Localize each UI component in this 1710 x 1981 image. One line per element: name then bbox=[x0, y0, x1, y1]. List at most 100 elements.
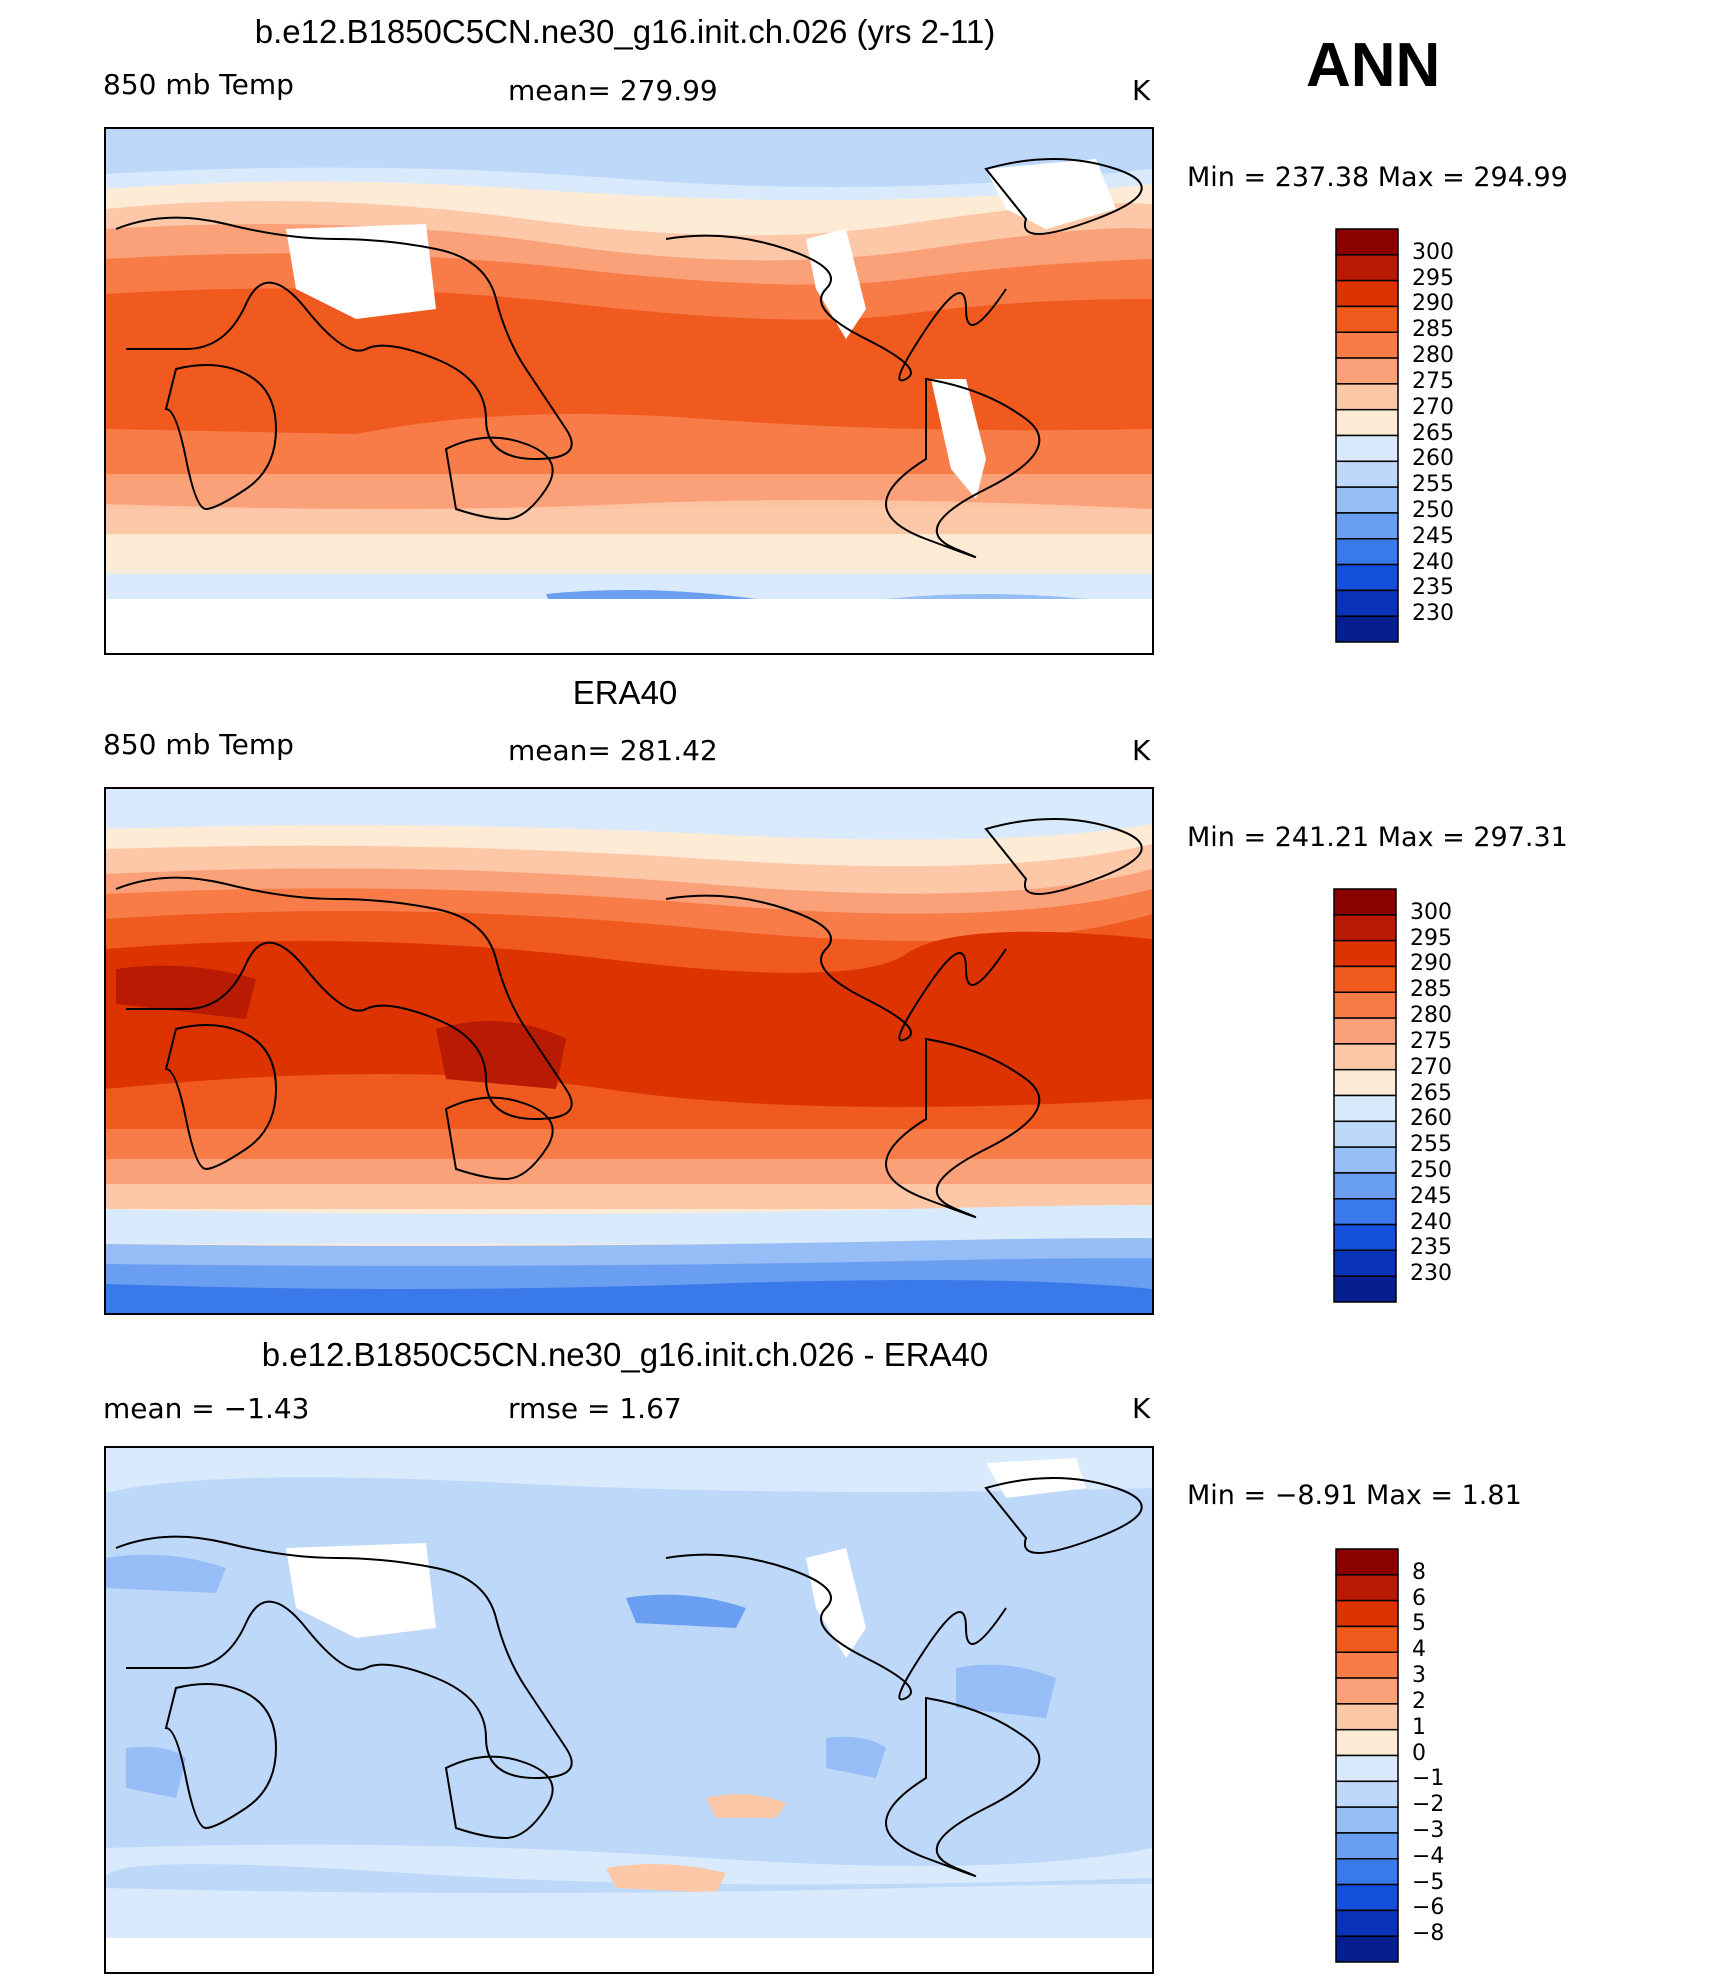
season-label: ANN bbox=[1306, 31, 1441, 100]
colorbar-segment bbox=[1335, 434, 1399, 463]
colorbar-segment bbox=[1333, 1094, 1397, 1123]
colorbar-segment bbox=[1335, 1599, 1399, 1628]
panel-3-colorbar bbox=[1335, 1548, 1399, 1968]
colorbar-tick-label: 235 bbox=[1410, 1235, 1452, 1261]
colorbar-segment bbox=[1333, 888, 1397, 916]
colorbar-segment bbox=[1335, 279, 1399, 308]
colorbar-tick-label: 4 bbox=[1412, 1637, 1426, 1663]
colorbar-tick-label: 265 bbox=[1410, 1080, 1452, 1106]
panel-3-map-svg bbox=[106, 1448, 1152, 1972]
panel-3-minmax: Min = −8.91 Max = 1.81 bbox=[1187, 1480, 1522, 1511]
colorbar-segment bbox=[1335, 1832, 1399, 1860]
colorbar-segment bbox=[1335, 563, 1399, 592]
colorbar-segment bbox=[1335, 1703, 1399, 1731]
colorbar-tick-label: 285 bbox=[1410, 977, 1452, 1003]
colorbar-segment bbox=[1335, 1574, 1399, 1602]
colorbar-tick-label: −2 bbox=[1412, 1792, 1445, 1818]
colorbar-tick-label: 300 bbox=[1410, 899, 1452, 925]
colorbar-segment bbox=[1335, 1625, 1399, 1653]
colorbar-tick-label: 260 bbox=[1412, 446, 1454, 472]
colorbar-segment bbox=[1333, 991, 1397, 1019]
colorbar-tick-label: 230 bbox=[1410, 1261, 1452, 1287]
panel-3-rmse-label: rmse = 1.67 bbox=[508, 1392, 682, 1425]
colorbar-segment bbox=[1335, 254, 1399, 282]
colorbar-segment bbox=[1333, 939, 1397, 968]
colorbar-segment bbox=[1333, 1275, 1397, 1303]
panel-2-colorbar-svg bbox=[1333, 888, 1397, 1303]
colorbar-segment bbox=[1335, 460, 1399, 488]
colorbar-segment bbox=[1335, 615, 1399, 643]
colorbar-segment bbox=[1333, 1249, 1397, 1277]
colorbar-segment bbox=[1333, 965, 1397, 993]
colorbar-tick-label: 8 bbox=[1412, 1559, 1426, 1585]
colorbar-tick-label: 270 bbox=[1410, 1054, 1452, 1080]
colorbar-tick-label: 300 bbox=[1412, 239, 1454, 265]
panel-3-colorbar-svg bbox=[1335, 1548, 1399, 1963]
colorbar-segment bbox=[1335, 1909, 1399, 1937]
panel-2-left-label: 850 mb Temp bbox=[103, 728, 294, 761]
colorbar-segment bbox=[1333, 1043, 1397, 1071]
colorbar-tick-label: 235 bbox=[1412, 575, 1454, 601]
colorbar-tick-label: −6 bbox=[1412, 1895, 1445, 1921]
colorbar-segment bbox=[1335, 1883, 1399, 1912]
panel-1-mean-label: mean= 279.99 bbox=[508, 74, 718, 107]
colorbar-tick-label: −4 bbox=[1412, 1843, 1445, 1869]
colorbar-segment bbox=[1335, 383, 1399, 411]
colorbar-segment bbox=[1335, 1548, 1399, 1576]
colorbar-tick-label: 270 bbox=[1412, 394, 1454, 420]
colorbar-tick-label: 265 bbox=[1412, 420, 1454, 446]
colorbar-tick-label: 5 bbox=[1412, 1611, 1426, 1637]
colorbar-segment bbox=[1333, 1017, 1397, 1045]
colorbar-segment bbox=[1335, 1858, 1399, 1886]
colorbar-tick-label: 1 bbox=[1412, 1714, 1426, 1740]
panel-1-left-label: 850 mb Temp bbox=[103, 68, 294, 101]
colorbar-segment bbox=[1335, 1677, 1399, 1705]
colorbar-tick-label: 295 bbox=[1410, 925, 1452, 951]
colorbar-segment bbox=[1335, 1754, 1399, 1783]
colorbar-segment bbox=[1333, 1172, 1397, 1200]
colorbar-segment bbox=[1335, 1728, 1399, 1757]
colorbar-segment bbox=[1335, 1651, 1399, 1679]
panel-3-map bbox=[104, 1446, 1154, 1974]
colorbar-segment bbox=[1335, 1780, 1399, 1808]
colorbar-tick-label: 255 bbox=[1412, 472, 1454, 498]
colorbar-segment bbox=[1335, 357, 1399, 385]
colorbar-tick-label: 2 bbox=[1412, 1688, 1426, 1714]
colorbar-tick-label: 260 bbox=[1410, 1106, 1452, 1132]
colorbar-tick-label: 250 bbox=[1412, 497, 1454, 523]
colorbar-segment bbox=[1335, 305, 1399, 333]
panel-1-minmax: Min = 237.38 Max = 294.99 bbox=[1187, 162, 1568, 193]
panel-3-title: b.e12.B1850C5CN.ne30_g16.init.ch.026 - E… bbox=[261, 1336, 989, 1373]
colorbar-tick-label: 290 bbox=[1412, 291, 1454, 317]
panel-1-colorbar-svg bbox=[1335, 228, 1399, 643]
colorbar-segment bbox=[1335, 408, 1399, 437]
panel-2-colorbar bbox=[1333, 888, 1397, 1308]
colorbar-segment bbox=[1333, 1223, 1397, 1252]
panel-1-title: b.e12.B1850C5CN.ne30_g16.init.ch.026 (yr… bbox=[254, 13, 996, 50]
panel-3-units: K bbox=[1132, 1392, 1151, 1425]
panel-2-minmax: Min = 241.21 Max = 297.31 bbox=[1187, 822, 1568, 853]
colorbar-tick-label: 290 bbox=[1410, 951, 1452, 977]
colorbar-tick-label: −8 bbox=[1412, 1921, 1445, 1947]
colorbar-segment bbox=[1333, 1146, 1397, 1174]
colorbar-tick-label: 245 bbox=[1412, 523, 1454, 549]
colorbar-segment bbox=[1333, 1068, 1397, 1097]
colorbar-tick-label: 285 bbox=[1412, 317, 1454, 343]
colorbar-tick-label: 255 bbox=[1410, 1132, 1452, 1158]
colorbar-tick-label: 6 bbox=[1412, 1585, 1426, 1611]
panel-2-mean-label: mean= 281.42 bbox=[508, 734, 718, 767]
colorbar-segment bbox=[1335, 512, 1399, 540]
colorbar-segment bbox=[1335, 486, 1399, 514]
colorbar-tick-label: 250 bbox=[1410, 1157, 1452, 1183]
colorbar-tick-label: −3 bbox=[1412, 1817, 1445, 1843]
panel-3-mean-label: mean = −1.43 bbox=[103, 1392, 310, 1425]
colorbar-segment bbox=[1333, 1120, 1397, 1148]
colorbar-tick-label: 245 bbox=[1410, 1183, 1452, 1209]
colorbar-segment bbox=[1335, 589, 1399, 617]
panel-2-title: ERA40 bbox=[572, 674, 678, 711]
panel-1-units: K bbox=[1132, 74, 1151, 107]
colorbar-tick-label: 295 bbox=[1412, 265, 1454, 291]
colorbar-tick-label: 275 bbox=[1410, 1028, 1452, 1054]
colorbar-tick-label: 0 bbox=[1412, 1740, 1426, 1766]
panel-2-map bbox=[104, 787, 1154, 1315]
